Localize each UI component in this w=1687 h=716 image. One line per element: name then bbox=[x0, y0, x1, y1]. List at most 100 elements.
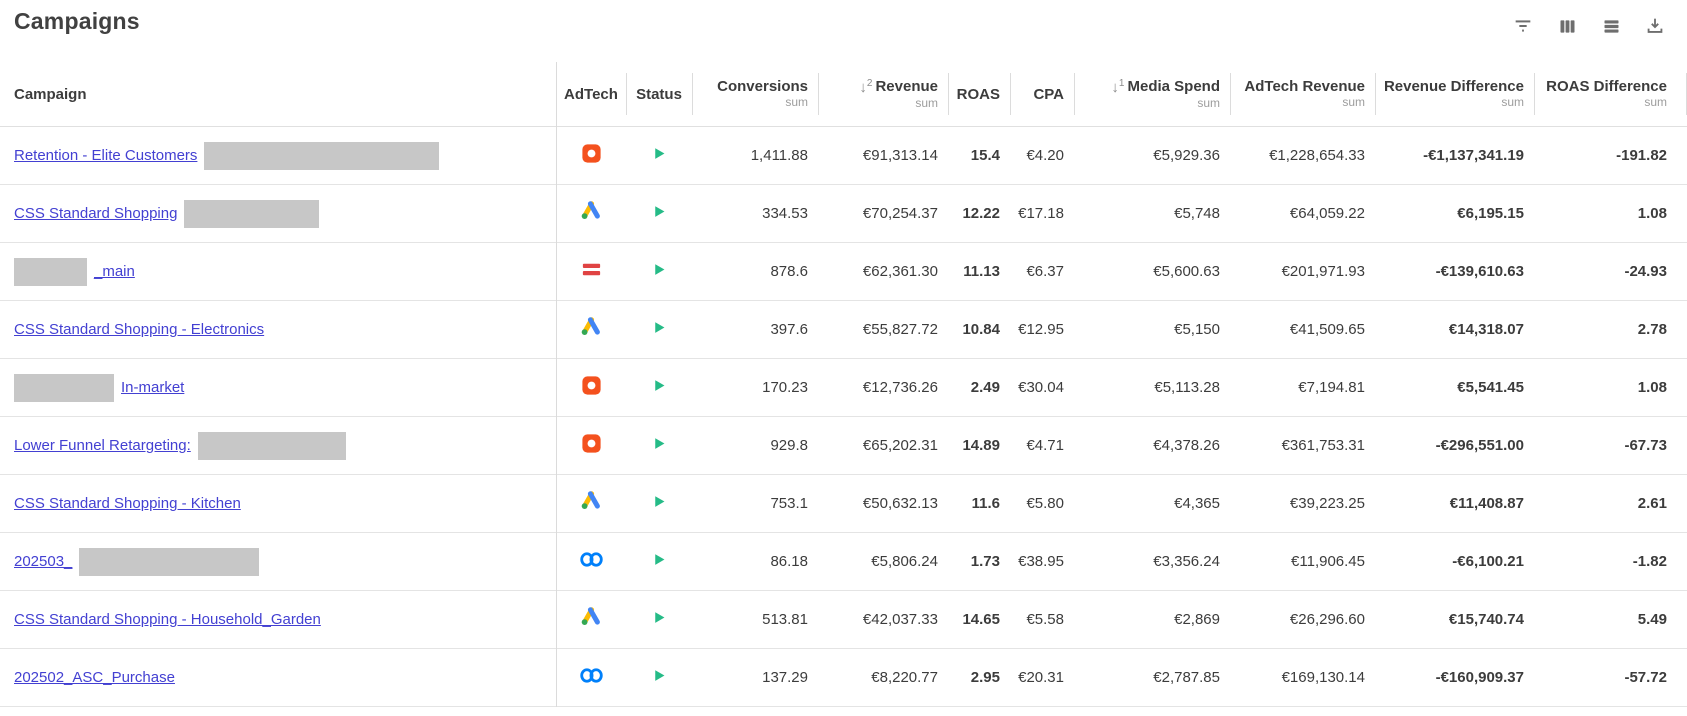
campaign-link[interactable]: CSS Standard Shopping - Electronics bbox=[14, 321, 264, 338]
filter-icon[interactable] bbox=[1511, 14, 1535, 38]
adtech-revenue-value: €361,753.31 bbox=[1281, 437, 1365, 454]
table-body: Retention - Elite Customers 1,411.88 €91,3… bbox=[0, 127, 1687, 707]
campaign-link[interactable]: In-market bbox=[14, 373, 185, 402]
table-toolbar bbox=[1511, 14, 1667, 38]
campaign-cell: 202503_ bbox=[0, 533, 556, 590]
page-title: Campaigns bbox=[14, 8, 140, 34]
revenue-value: €12,736.26 bbox=[862, 379, 938, 396]
roas-value: 2.49 bbox=[970, 379, 1000, 396]
column-label: AdTech bbox=[564, 85, 618, 103]
campaigns-table: Campaign AdTech Status Conversions sum ↓2 Reve… bbox=[0, 62, 1687, 707]
column-header-cpa[interactable]: CPA bbox=[1010, 62, 1074, 126]
revenue-value: €70,254.37 bbox=[862, 205, 938, 222]
sort-arrow-icon: ↓1 bbox=[1111, 77, 1125, 96]
column-label: Revenue bbox=[875, 78, 938, 96]
roas-difference-value: 1.08 bbox=[1637, 379, 1667, 396]
roas-difference-value: 2.78 bbox=[1637, 321, 1667, 338]
campaign-link[interactable]: _main bbox=[14, 257, 135, 286]
media-spend-value: €2,787.85 bbox=[1153, 669, 1220, 686]
status-cell bbox=[626, 533, 692, 590]
campaign-name: In-market bbox=[121, 379, 185, 396]
column-label: AdTech Revenue bbox=[1244, 78, 1365, 96]
column-header-roas[interactable]: ROAS bbox=[948, 62, 1010, 126]
campaign-cell: CSS Standard Shopping bbox=[0, 185, 556, 242]
cpa-value: €12.95 bbox=[1018, 321, 1064, 338]
adtech-revenue-value: €1,228,654.33 bbox=[1269, 147, 1365, 164]
cpa-value: €6.37 bbox=[1026, 263, 1064, 280]
column-header-campaign[interactable]: Campaign bbox=[0, 62, 556, 126]
meta-icon bbox=[578, 546, 605, 578]
table-row: Retention - Elite Customers 1,411.88 €91,3… bbox=[0, 127, 1687, 185]
campaign-cell: _main bbox=[0, 243, 556, 300]
columns-view-icon[interactable] bbox=[1555, 14, 1579, 38]
table-row: CSS Standard Shopping - Electronics 397.6… bbox=[0, 301, 1687, 359]
revenue-difference-value: -€139,610.63 bbox=[1435, 263, 1524, 280]
column-header-adtech[interactable]: AdTech bbox=[556, 62, 626, 126]
campaign-link[interactable]: CSS Standard Shopping - Household_Garden bbox=[14, 611, 321, 628]
revenue-value: €5,806.24 bbox=[871, 553, 938, 570]
google-ads-icon bbox=[579, 605, 603, 634]
revenue-difference-value: -€296,551.00 bbox=[1435, 437, 1524, 454]
pinned-column-divider bbox=[556, 62, 557, 707]
column-header-conversions[interactable]: Conversions sum bbox=[692, 62, 818, 126]
column-header-media_spend[interactable]: ↓1 Media Spend sum bbox=[1074, 62, 1230, 126]
table-row: 202502_ASC_Purchase 137.29 €8,220.77 2.95 €2… bbox=[0, 649, 1687, 707]
roas-value: 15.4 bbox=[970, 147, 1000, 164]
roas-difference-value: 5.49 bbox=[1637, 611, 1667, 628]
adtech-revenue-value: €201,971.93 bbox=[1281, 263, 1365, 280]
campaign-link[interactable]: CSS Standard Shopping - Kitchen bbox=[14, 495, 241, 512]
roas-difference-value: -24.93 bbox=[1624, 263, 1667, 280]
table-row: CSS Standard Shopping - Household_Garden… bbox=[0, 591, 1687, 649]
campaign-name: 202503_ bbox=[14, 553, 73, 570]
revenue-difference-value: €14,318.07 bbox=[1448, 321, 1524, 338]
roas-value: 10.84 bbox=[962, 321, 1000, 338]
google-ads-icon bbox=[579, 199, 603, 228]
column-label: Media Spend bbox=[1127, 78, 1220, 96]
status-active-play-icon bbox=[651, 203, 668, 225]
aggregation-label: sum bbox=[1501, 95, 1524, 110]
aggregation-label: sum bbox=[785, 95, 808, 110]
campaign-link[interactable]: Retention - Elite Customers bbox=[14, 141, 440, 170]
column-header-revenue[interactable]: ↓2 Revenue sum bbox=[818, 62, 948, 126]
google-ads-icon bbox=[579, 489, 603, 518]
roas-difference-value: 2.61 bbox=[1637, 495, 1667, 512]
campaign-link[interactable]: Lower Funnel Retargeting: bbox=[14, 431, 346, 460]
table-row: In-market 170.23 €12,736.26 2.49 €30.04 €5,11… bbox=[0, 359, 1687, 417]
status-active-play-icon bbox=[651, 667, 668, 689]
media-spend-value: €4,365 bbox=[1174, 495, 1220, 512]
revenue-difference-value: €6,195.15 bbox=[1457, 205, 1524, 222]
status-active-play-icon bbox=[651, 609, 668, 631]
campaign-cell: CSS Standard Shopping - Household_Garden bbox=[0, 591, 556, 648]
campaign-link[interactable]: CSS Standard Shopping bbox=[14, 199, 320, 228]
rows-view-icon[interactable] bbox=[1599, 14, 1623, 38]
column-label: ROAS bbox=[956, 85, 1000, 103]
column-header-revenue_difference[interactable]: Revenue Difference sum bbox=[1375, 62, 1534, 126]
adtech-revenue-value: €169,130.14 bbox=[1281, 669, 1365, 686]
media-spend-value: €5,600.63 bbox=[1153, 263, 1220, 280]
campaign-link[interactable]: 202503_ bbox=[14, 547, 260, 576]
campaign-cell: CSS Standard Shopping - Electronics bbox=[0, 301, 556, 358]
status-active-play-icon bbox=[651, 145, 668, 167]
red-equals-icon bbox=[580, 258, 603, 286]
download-icon[interactable] bbox=[1643, 14, 1667, 38]
adtech-revenue-value: €39,223.25 bbox=[1289, 495, 1365, 512]
conversions-value: 929.8 bbox=[770, 437, 808, 454]
table-row: 202503_ 86.18 €5,806.24 1.73 €38.95 €3,356.24… bbox=[0, 533, 1687, 591]
conversions-value: 753.1 bbox=[770, 495, 808, 512]
campaign-name: CSS Standard Shopping - Electronics bbox=[14, 321, 265, 338]
aggregation-label: sum bbox=[1342, 95, 1365, 110]
sort-arrow-icon: ↓2 bbox=[859, 77, 873, 96]
aggregation-label: sum bbox=[915, 95, 938, 110]
table-row: _main 878.6 €62,361.30 11.13 €6.37 €5,600.63 €… bbox=[0, 243, 1687, 301]
campaign-cell: CSS Standard Shopping - Kitchen bbox=[0, 475, 556, 532]
status-cell bbox=[626, 591, 692, 648]
cpa-value: €17.18 bbox=[1018, 205, 1064, 222]
column-header-roas_difference[interactable]: ROAS Difference sum bbox=[1534, 62, 1687, 126]
campaign-link[interactable]: 202502_ASC_Purchase bbox=[14, 669, 175, 686]
revenue-difference-value: -€1,137,341.19 bbox=[1423, 147, 1524, 164]
column-header-adtech_revenue[interactable]: AdTech Revenue sum bbox=[1230, 62, 1375, 126]
roas-value: 11.6 bbox=[971, 495, 1000, 512]
redacted-text-block bbox=[14, 373, 114, 402]
roas-value: 2.95 bbox=[970, 669, 1000, 686]
column-header-status[interactable]: Status bbox=[626, 62, 692, 126]
